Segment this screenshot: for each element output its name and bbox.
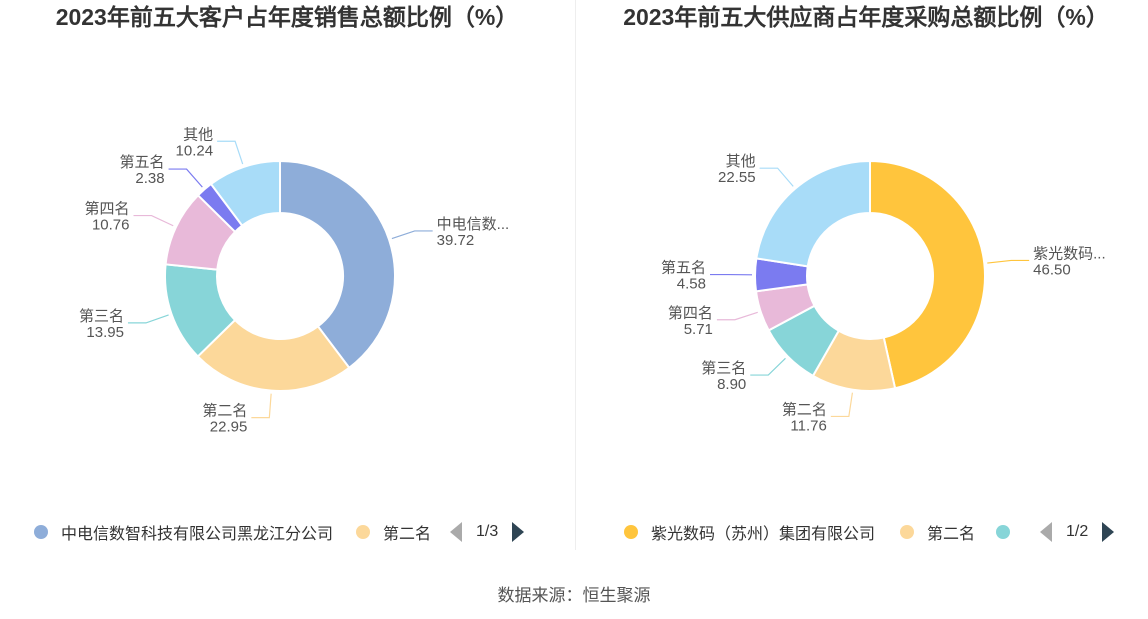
label-leader-line	[127, 314, 169, 324]
legend-marker	[356, 525, 370, 539]
legend-label: 中电信数智科技有限公司黑龙江分公司	[61, 526, 334, 543]
donut-slice[interactable]	[279, 159, 396, 370]
legend-next-icon[interactable]	[512, 522, 525, 542]
label-leader-line	[251, 393, 272, 419]
slice-value-label: 39.72	[437, 232, 475, 249]
slice-name-label: 第四名	[668, 304, 713, 322]
chart-title: 2023年前五大供应商占年度采购总额比例（%）	[623, 4, 1109, 30]
legend-label: 紫光数码（苏州）集团有限公司	[651, 526, 876, 543]
slice-name-label: 第二名	[782, 400, 827, 418]
slice-name-label: 其他	[183, 126, 213, 143]
slice-value-label: 22.55	[718, 169, 756, 186]
legend-item[interactable]: 中电信数智科技有限公司黑龙江分公司	[34, 519, 333, 545]
legend-marker	[34, 525, 48, 539]
label-leader-line	[987, 259, 1030, 264]
legend-page-indicator: 1/3	[476, 523, 499, 540]
slice-value-label: 8.90	[717, 376, 746, 393]
donut-slice[interactable]	[755, 159, 871, 268]
donut-slice[interactable]	[209, 159, 281, 227]
supplier-chart-panel: 2023年前五大供应商占年度采购总额比例（%） 紫光数码... 46.50 第二名 1…	[576, 0, 1148, 560]
slice-name-label: 第三名	[79, 307, 124, 325]
slice-value-label: 11.76	[790, 417, 826, 434]
slice-value-label: 5.71	[684, 321, 713, 338]
chart-legend: 紫光数码（苏州）集团有限公司 第二名 1/2	[576, 519, 1148, 545]
legend-next-icon[interactable]	[1102, 522, 1115, 542]
legend-item[interactable]	[996, 519, 1023, 545]
chart-title: 2023年前五大客户占年度销售总额比例（%）	[55, 4, 519, 30]
slice-name-label: 中电信数...	[437, 216, 510, 233]
slice-name-label: 第三名	[701, 359, 746, 377]
label-leader-line	[217, 140, 244, 165]
legend-item[interactable]: 第二名	[900, 519, 975, 545]
legend-item[interactable]: 紫光数码（苏州）集团有限公司	[624, 519, 875, 545]
slice-value-label: 2.38	[135, 170, 164, 187]
legend-prev-icon[interactable]	[1040, 522, 1052, 542]
legend-marker	[900, 525, 914, 539]
label-leader-line	[716, 311, 758, 321]
legend-item[interactable]: 第二名	[356, 519, 431, 545]
slice-name-label: 紫光数码...	[1033, 245, 1106, 262]
legend-marker	[996, 525, 1010, 539]
slice-name-label: 第五名	[120, 153, 165, 171]
donut-slice[interactable]	[196, 318, 351, 392]
chart-legend: 中电信数智科技有限公司黑龙江分公司 第二名 1/3	[0, 519, 574, 545]
legend-marker	[624, 525, 638, 539]
slice-value-label: 22.95	[210, 419, 248, 436]
slice-value-label: 10.76	[92, 217, 130, 234]
slice-name-label: 其他	[726, 153, 756, 170]
customer-chart-panel: 2023年前五大客户占年度销售总额比例（%） 中电信数... 39.72 第二名 22…	[0, 0, 574, 560]
legend-label: 第二名	[927, 526, 976, 543]
label-leader-line	[750, 357, 786, 376]
legend-page-indicator: 1/2	[1066, 523, 1089, 540]
slice-name-label: 第五名	[661, 259, 706, 277]
slice-value-label: 46.50	[1033, 261, 1071, 278]
slice-value-label: 4.58	[677, 276, 706, 293]
legend-pager: 1/3	[450, 519, 525, 545]
label-leader-line	[759, 167, 794, 187]
label-leader-line	[830, 392, 854, 418]
donut-slice[interactable]	[869, 159, 986, 390]
label-leader-line	[133, 214, 174, 227]
legend-prev-icon[interactable]	[450, 522, 462, 542]
slice-name-label: 第二名	[202, 402, 247, 420]
legend-pager: 1/2	[1040, 519, 1115, 545]
label-leader-line	[391, 230, 433, 240]
label-leader-line	[168, 168, 203, 188]
slice-value-label: 13.95	[86, 324, 124, 341]
slice-value-label: 10.24	[176, 142, 214, 159]
legend-label: 第二名	[383, 526, 432, 543]
data-source-note: 数据来源：恒生聚源	[497, 586, 651, 605]
slice-name-label: 第四名	[84, 200, 129, 218]
panel-divider	[575, 0, 576, 550]
